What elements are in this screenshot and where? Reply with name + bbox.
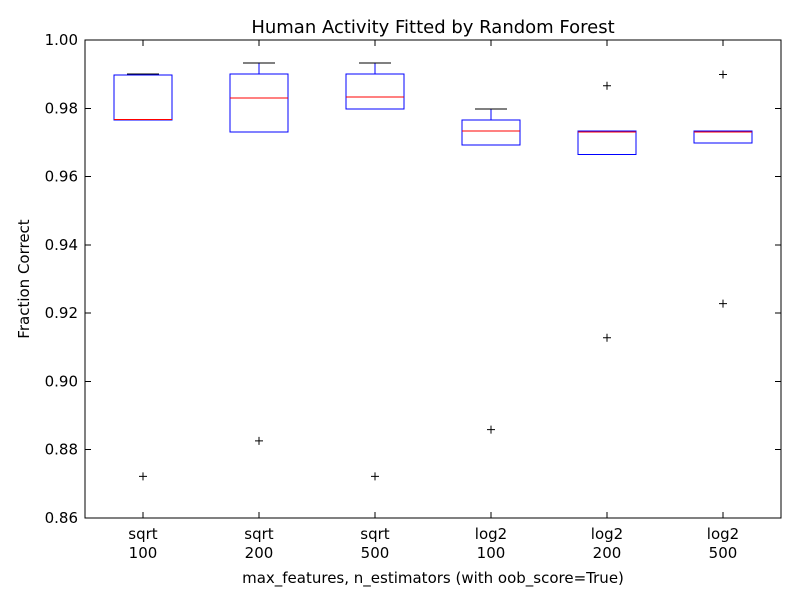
outlier-marker — [719, 299, 727, 308]
y-tick-label: 0.94 — [45, 236, 78, 254]
y-tick-label: 0.90 — [45, 372, 78, 390]
x-tick-label-line1: sqrt — [128, 525, 158, 543]
x-tick-label-line2: 500 — [709, 544, 738, 562]
outlier-marker — [603, 81, 611, 90]
x-tick-label-line2: 100 — [477, 544, 506, 562]
x-axis-label: max_features, n_estimators (with oob_sco… — [242, 569, 624, 588]
box-iqr — [345, 73, 405, 110]
y-tick-label: 0.86 — [45, 509, 78, 527]
x-tick-label-line1: sqrt — [244, 525, 274, 543]
box-iqr — [693, 130, 753, 144]
y-tick-label: 0.98 — [45, 99, 78, 117]
plot-frame — [84, 39, 782, 519]
outlier-marker — [603, 333, 611, 342]
chart-title: Human Activity Fitted by Random Forest — [251, 17, 614, 38]
x-tick-label-line2: 200 — [593, 544, 622, 562]
x-tick-label-line1: log2 — [475, 525, 507, 543]
x-tick-label-line2: 500 — [361, 544, 390, 562]
box-iqr — [577, 130, 637, 156]
box-iqr — [113, 74, 173, 121]
x-tick-label-line2: 100 — [129, 544, 158, 562]
outlier-marker — [139, 472, 147, 481]
y-tick-label: 1.00 — [45, 31, 78, 49]
x-tick-label-line1: sqrt — [360, 525, 390, 543]
outlier-marker — [487, 425, 495, 434]
y-axis-label: Fraction Correct — [15, 219, 33, 339]
y-tick-label: 0.88 — [45, 441, 78, 459]
x-tick-label-line1: log2 — [591, 525, 623, 543]
x-tick-label-line1: log2 — [707, 525, 739, 543]
x-tick-label-line2: 200 — [245, 544, 274, 562]
y-tick-label: 0.92 — [45, 304, 78, 322]
box-iqr — [229, 73, 289, 133]
plot-area: 0.860.880.900.920.940.960.981.00sqrt100s… — [45, 31, 782, 562]
outlier-marker — [719, 70, 727, 79]
box-iqr — [461, 119, 521, 146]
outlier-marker — [371, 472, 379, 481]
y-tick-label: 0.96 — [45, 168, 78, 186]
outlier-marker — [255, 436, 263, 445]
